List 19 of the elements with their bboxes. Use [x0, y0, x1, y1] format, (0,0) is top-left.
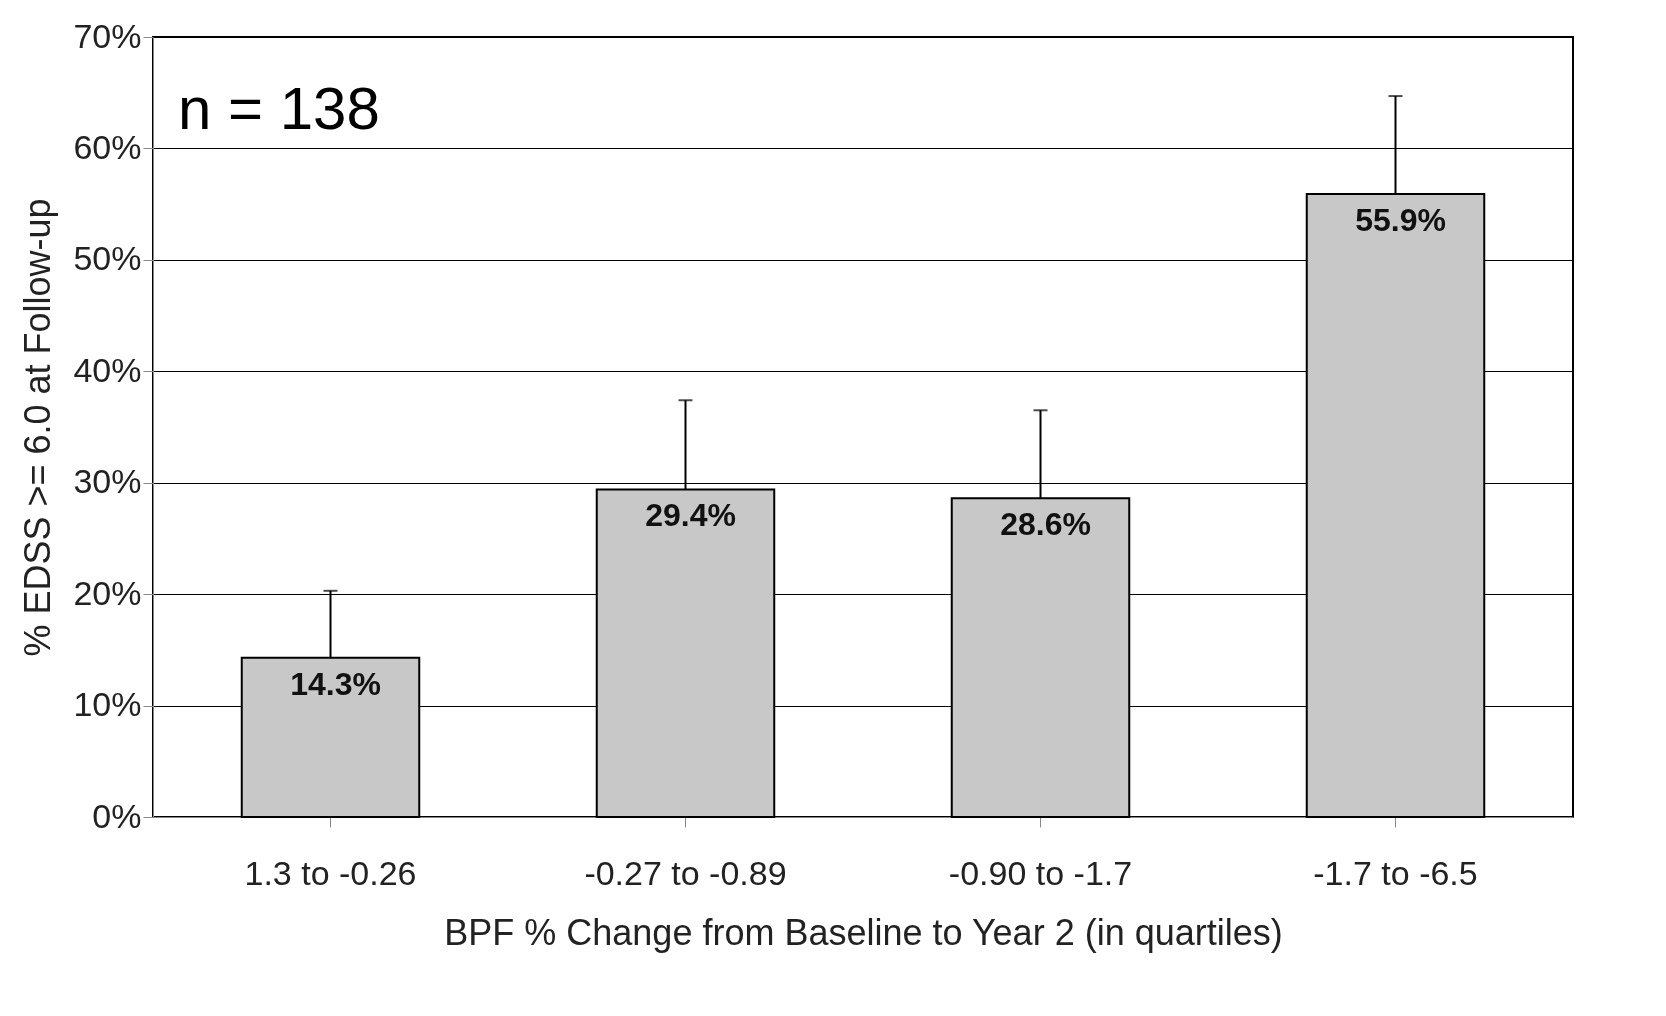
data-label: 14.3% — [290, 665, 381, 702]
y-axis-title: % EDSS >= 6.0 at Follow-up — [17, 198, 59, 657]
x-tick-label: -1.7 to -6.5 — [1313, 853, 1478, 892]
x-axis-title: BPF % Change from Baseline to Year 2 (in quartiles) — [444, 911, 1283, 953]
x-tick-label: -0.90 to -1.7 — [948, 853, 1133, 892]
data-label: 55.9% — [1355, 202, 1446, 239]
y-tick-label: 50% — [73, 239, 142, 278]
data-label: 28.6% — [1000, 506, 1091, 543]
y-tick-label: 40% — [73, 350, 142, 389]
x-tick-label: -0.27 to -0.89 — [584, 853, 787, 892]
y-tick-label: 10% — [73, 685, 142, 724]
y-tick-label: 30% — [73, 462, 142, 501]
y-tick-label: 0% — [92, 796, 142, 835]
y-tick-label: 20% — [73, 573, 142, 612]
data-label: 29.4% — [645, 497, 736, 534]
x-tick-label: 1.3 to -0.26 — [244, 853, 417, 892]
y-tick-label: 60% — [73, 127, 142, 166]
annotation: n = 138 — [178, 75, 380, 142]
y-tick-label: 70% — [73, 16, 142, 55]
